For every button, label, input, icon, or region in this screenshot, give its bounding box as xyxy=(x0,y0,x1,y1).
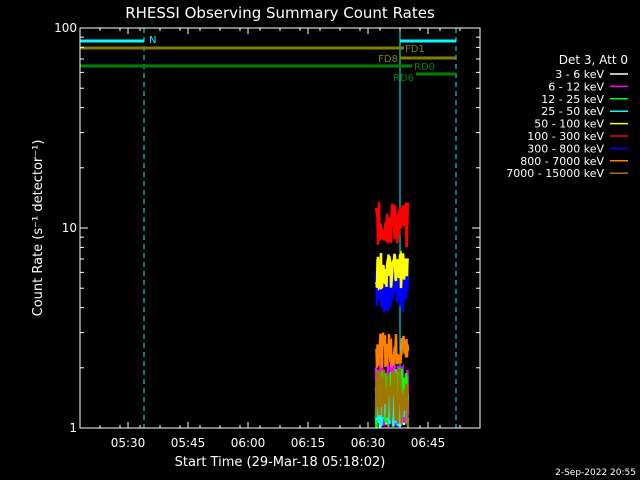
legend-entry: 800 - 7000 keV xyxy=(520,155,628,168)
legend-label-1: 6 - 12 keV xyxy=(548,80,604,93)
legend-label-8: 7000 - 15000 keV xyxy=(506,167,604,180)
chart-title: RHESSI Observing Summary Count Rates xyxy=(125,4,435,22)
legend-label-6: 300 - 800 keV xyxy=(527,142,604,155)
series-line-8 xyxy=(374,368,410,429)
legend-label-5: 100 - 300 keV xyxy=(527,130,604,143)
flag-label-fd8: FD8 xyxy=(378,54,398,65)
legend-label-4: 50 - 100 keV xyxy=(534,118,604,131)
x-tick-label-3: 06:15 xyxy=(291,436,326,450)
x-axis: 05:30 05:45 06:00 06:15 06:30 06:45 xyxy=(79,28,481,450)
series-line-7 xyxy=(374,332,410,368)
legend-entry: 300 - 800 keV xyxy=(527,142,628,155)
flag-label-n: N xyxy=(149,35,156,46)
x-tick-label-5: 06:45 xyxy=(411,436,446,450)
legend-title: Det 3, Att 0 xyxy=(559,53,628,67)
y-tick-label-1: 10 xyxy=(62,221,77,235)
legend-entry: 12 - 25 keV xyxy=(541,93,628,106)
legend-entry: 100 - 300 keV xyxy=(527,130,628,143)
flag-label-fd1: FD1 xyxy=(405,44,425,55)
flag-label-rd0: RD0 xyxy=(414,62,435,73)
legend-label-2: 12 - 25 keV xyxy=(541,93,604,106)
x-tick-label-4: 06:30 xyxy=(351,436,386,450)
x-tick-label-0: 05:30 xyxy=(111,436,146,450)
x-axis-label: Start Time (29-Mar-18 05:18:02) xyxy=(175,455,386,470)
legend-label-3: 25 - 50 keV xyxy=(541,105,604,118)
y-axis-label: Count Rate (s⁻¹ detector⁻¹) xyxy=(31,140,46,317)
legend-entry: 50 - 100 keV xyxy=(534,118,628,131)
y-axis: 1 10 100 xyxy=(54,21,480,435)
legend-entry: 6 - 12 keV xyxy=(548,80,628,93)
x-tick-label-2: 06:00 xyxy=(231,436,266,450)
x-tick-label-1: 05:45 xyxy=(171,436,206,450)
y-tick-label-2: 100 xyxy=(54,21,77,35)
series-line-4 xyxy=(374,249,410,291)
legend-entry: 3 - 6 keV xyxy=(555,68,628,81)
legend-entry: 25 - 50 keV xyxy=(541,105,628,118)
flag-label-rd6: RD6 xyxy=(393,73,414,84)
legend-label-0: 3 - 6 keV xyxy=(555,68,604,81)
timestamp: 2-Sep-2022 20:55 xyxy=(555,468,636,478)
y-tick-label-0: 1 xyxy=(69,421,77,435)
series-line-5 xyxy=(374,202,410,248)
legend-entry: 7000 - 15000 keV xyxy=(506,167,628,180)
plot-frame xyxy=(79,27,481,429)
legend-label-7: 800 - 7000 keV xyxy=(520,155,604,168)
